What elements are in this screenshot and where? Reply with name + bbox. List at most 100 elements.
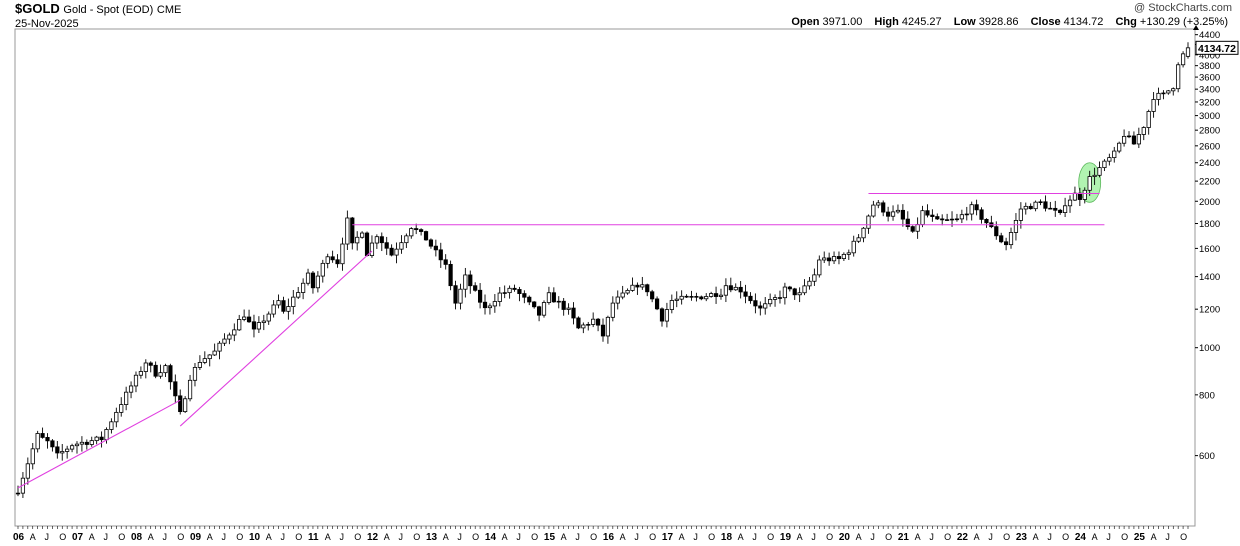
candle-body: [561, 300, 566, 310]
candle-body: [694, 296, 699, 298]
candle-body: [822, 257, 827, 261]
y-tick-label: 2000: [1199, 197, 1220, 208]
candle-body: [1008, 232, 1014, 246]
x-month-label: J: [516, 532, 521, 542]
candle-body: [345, 217, 350, 245]
candle-body: [487, 305, 493, 309]
candle-body: [192, 367, 198, 381]
candle-body: [964, 213, 969, 216]
y-tick-label: 2200: [1199, 177, 1220, 188]
candle-body: [768, 299, 773, 305]
candle-body: [895, 209, 901, 213]
y-tick-label: 1400: [1199, 272, 1220, 283]
candle-body: [232, 329, 237, 336]
x-year-label: 14: [485, 532, 497, 543]
x-month-label: J: [44, 532, 49, 542]
candle-body: [625, 290, 630, 294]
candle-body: [846, 252, 851, 255]
last-price-box: [1195, 40, 1239, 55]
candle-body: [389, 247, 394, 256]
x-year-label: 19: [780, 532, 792, 543]
candle-body: [438, 249, 443, 261]
chart-date: 25-Nov-2025: [15, 18, 79, 30]
x-year-label: 25: [1134, 532, 1146, 543]
y-tick-label: 800: [1199, 390, 1215, 401]
x-month-label: O: [767, 532, 774, 542]
x-month-label: J: [1165, 532, 1170, 542]
x-year-label: 07: [72, 532, 84, 543]
candle-body: [428, 239, 434, 247]
candle-body: [900, 209, 905, 220]
y-tick-label: 2800: [1199, 126, 1220, 137]
candle-body: [89, 440, 94, 445]
x-month-label: O: [1121, 532, 1128, 542]
candle-body: [915, 224, 920, 232]
candle-body: [940, 218, 945, 221]
candle-body: [861, 227, 866, 239]
x-month-label: J: [929, 532, 934, 542]
candle-body: [1185, 47, 1191, 57]
candle-body: [1038, 201, 1043, 203]
candle-body: [74, 443, 80, 447]
candle-body: [404, 235, 409, 244]
candle-body: [669, 300, 674, 310]
support-trendline: [179, 250, 373, 427]
x-month-label: O: [531, 532, 538, 542]
candle-body: [60, 451, 65, 454]
candle-body: [704, 296, 709, 300]
low-value: 3928.86: [978, 16, 1019, 28]
candle-body: [556, 300, 561, 303]
candle-body: [227, 334, 232, 340]
x-month-label: A: [384, 532, 390, 542]
candle-body: [261, 320, 266, 323]
x-month-label: A: [856, 532, 862, 542]
candle-body: [251, 321, 257, 330]
support-trendline: [17, 399, 181, 489]
candle-body: [222, 338, 227, 344]
candle-body: [237, 319, 242, 331]
candle-body: [468, 274, 473, 287]
candle-body: [1176, 64, 1181, 90]
x-month-label: O: [826, 532, 833, 542]
x-month-label: O: [708, 532, 715, 542]
x-year-label: 10: [249, 532, 261, 543]
x-month-label: A: [1033, 532, 1039, 542]
candle-body: [551, 292, 556, 303]
candle-body: [610, 302, 615, 318]
candle-body: [974, 204, 979, 211]
x-year-label: 24: [1075, 532, 1087, 543]
x-month-label: O: [413, 532, 420, 542]
x-month-label: A: [1092, 532, 1098, 542]
candle-body: [414, 228, 419, 231]
candle-body: [69, 445, 75, 450]
candle-body: [1013, 220, 1019, 233]
candle-body: [620, 292, 625, 298]
candle-body: [478, 289, 483, 303]
candle-body: [905, 218, 910, 228]
candle-body: [871, 204, 876, 217]
candle-body: [246, 316, 252, 323]
open-value: 3971.00: [822, 16, 863, 28]
x-year-label: 06: [13, 532, 25, 543]
candle-body: [1072, 192, 1078, 201]
candle-body: [856, 237, 861, 242]
candle-body: [281, 300, 286, 312]
candle-body: [797, 292, 802, 296]
candle-body: [276, 300, 281, 306]
close-label: Close: [1030, 16, 1061, 28]
stockcharts-watermark[interactable]: @ StockCharts.com: [1134, 2, 1232, 14]
x-month-label: J: [280, 532, 285, 542]
candle-body: [684, 295, 689, 298]
candle-body: [851, 240, 856, 254]
candle-body: [350, 217, 355, 244]
candle-body: [689, 296, 694, 298]
candle-body: [920, 210, 925, 225]
candle-body: [315, 275, 320, 289]
candle-body: [1077, 192, 1082, 200]
candle-body: [325, 256, 330, 264]
candle-body: [792, 288, 797, 296]
candle-body: [674, 298, 679, 301]
candle-body: [242, 316, 247, 320]
candle-body: [25, 463, 30, 479]
